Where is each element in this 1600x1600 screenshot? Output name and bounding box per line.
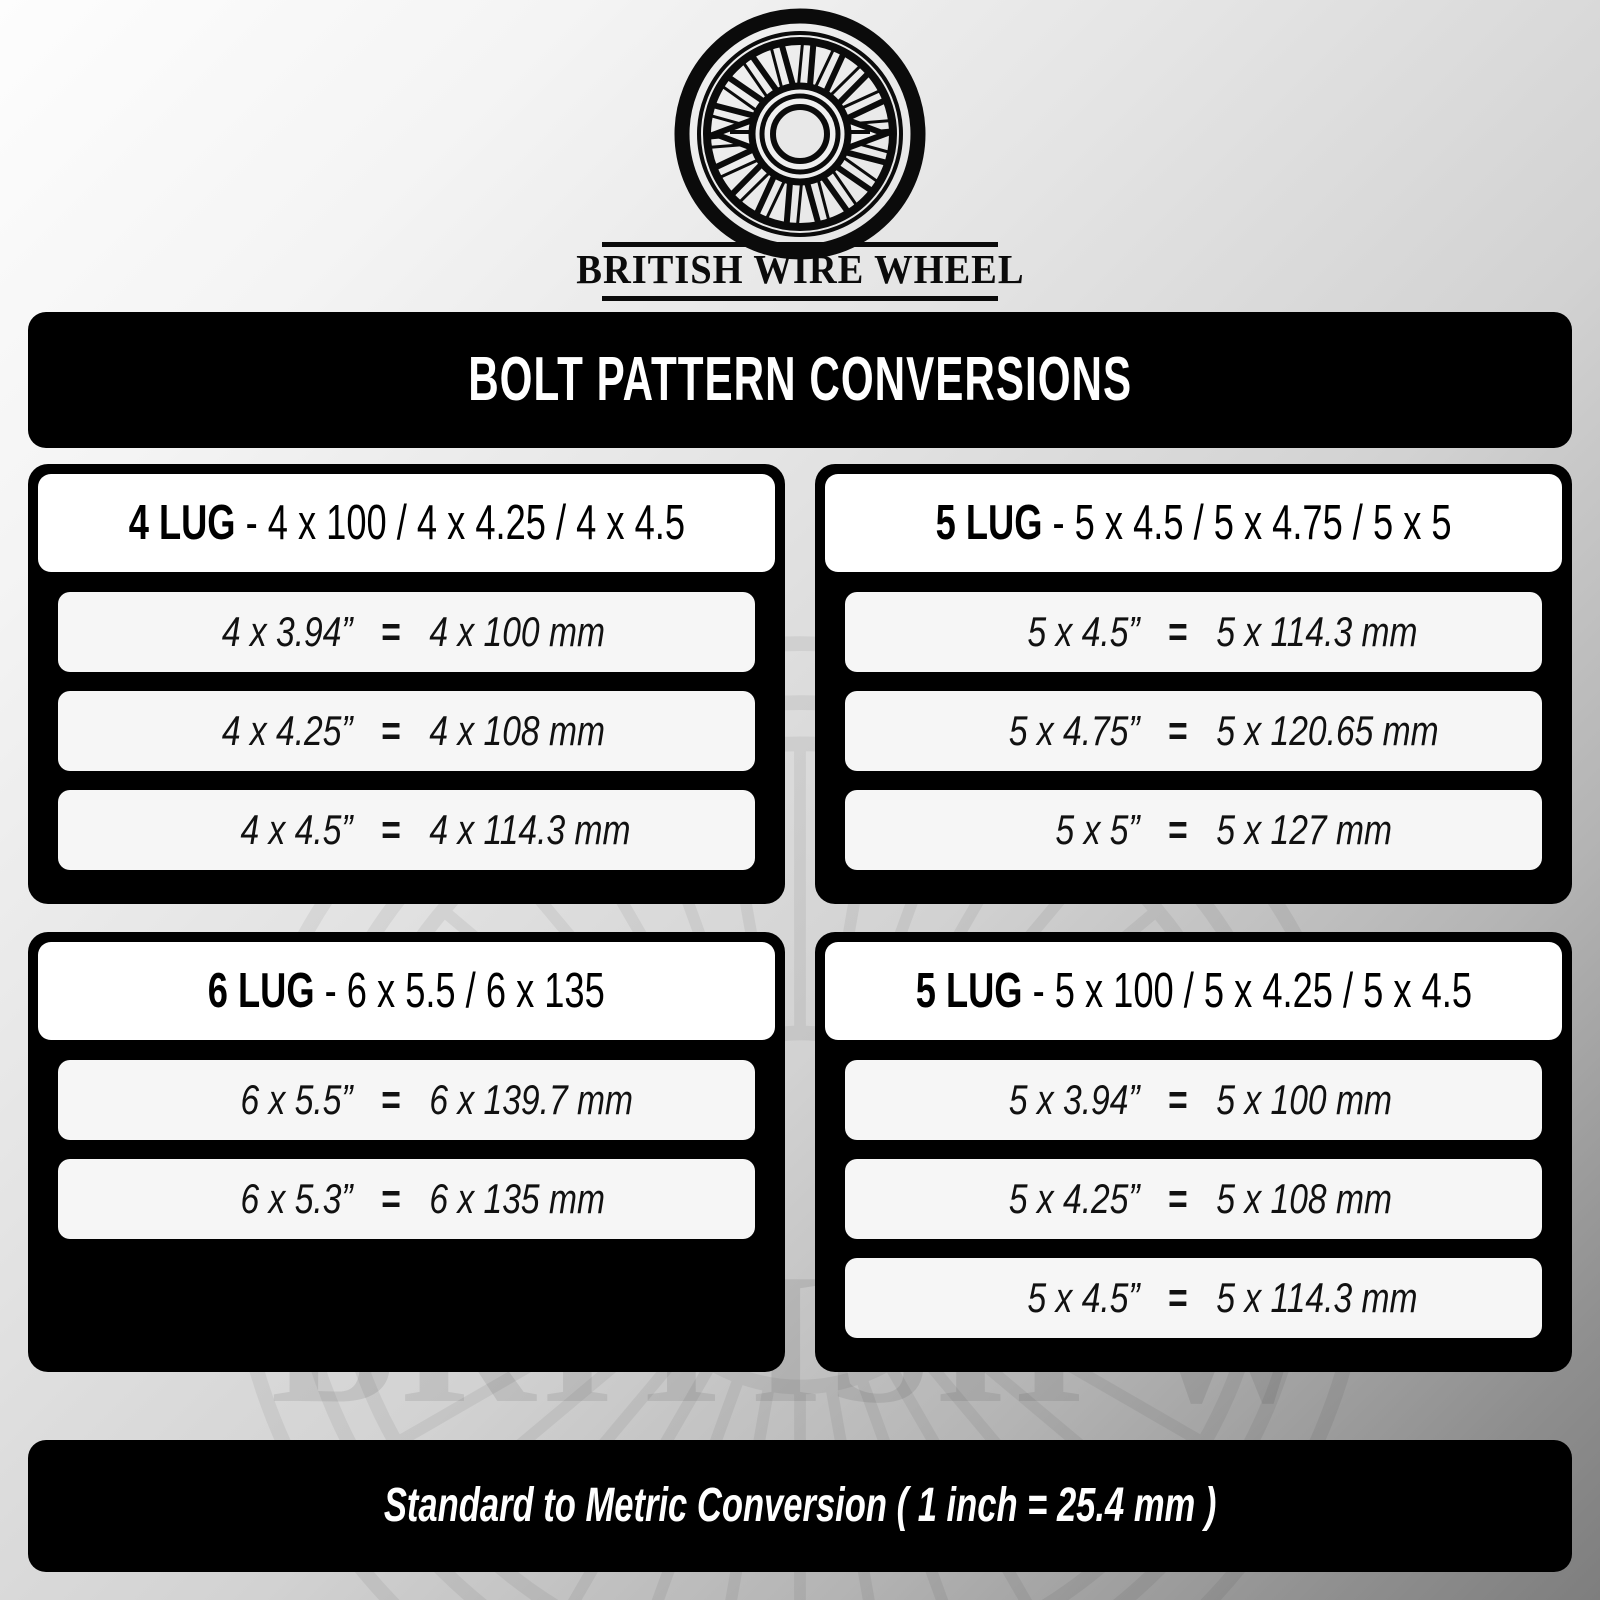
imperial-value: 5 x 4.25” <box>1008 1175 1140 1222</box>
equals-sign: = <box>380 608 401 655</box>
footer-note: Standard to Metric Conversion ( 1 inch =… <box>383 1479 1217 1532</box>
metric-value: 4 x 114.3 mm <box>428 806 630 853</box>
table-row: 4 x 3.94” = 4 x 100 mm <box>58 592 755 672</box>
equals-sign: = <box>1167 707 1188 754</box>
equals-sign: = <box>1167 608 1188 655</box>
imperial-value: 5 x 3.94” <box>1008 1076 1140 1123</box>
panel-five-lug-imperial: 5 LUG - 5 x 4.5 / 5 x 4.75 / 5 x 5 5 x 4… <box>815 464 1572 904</box>
footer-banner: Standard to Metric Conversion ( 1 inch =… <box>28 1440 1572 1572</box>
metric-value: 4 x 100 mm <box>428 608 605 655</box>
brand-logo: BRITISH WIRE WHEEL <box>576 6 1023 302</box>
imperial-value: 4 x 3.94” <box>221 608 353 655</box>
title-banner: BOLT PATTERN CONVERSIONS <box>28 312 1572 448</box>
imperial-value: 5 x 4.75” <box>1008 707 1140 754</box>
equals-sign: = <box>380 1076 401 1123</box>
metric-value: 6 x 135 mm <box>428 1175 605 1222</box>
equals-sign: = <box>1167 806 1188 853</box>
panel-header-patterns: - 5 x 100 / 5 x 4.25 / 5 x 4.5 <box>1022 963 1472 1018</box>
imperial-value: 6 x 5.5” <box>240 1076 353 1123</box>
imperial-value: 5 x 5” <box>1055 806 1140 853</box>
logo-wordmark: BRITISH WIRE WHEEL <box>575 245 1025 292</box>
metric-value: 5 x 114.3 mm <box>1215 1274 1417 1321</box>
equals-sign: = <box>1167 1076 1188 1123</box>
panel-header-patterns: - 4 x 100 / 4 x 4.25 / 4 x 4.5 <box>235 495 685 550</box>
metric-value: 5 x 120.65 mm <box>1215 707 1439 754</box>
panel-header: 5 LUG - 5 x 4.5 / 5 x 4.75 / 5 x 5 <box>825 474 1562 572</box>
panel-header: 5 LUG - 5 x 100 / 5 x 4.25 / 5 x 4.5 <box>825 942 1562 1040</box>
table-row: 5 x 3.94” = 5 x 100 mm <box>845 1060 1542 1140</box>
metric-value: 5 x 100 mm <box>1215 1076 1392 1123</box>
panel-header-patterns: - 6 x 5.5 / 6 x 135 <box>314 963 606 1018</box>
equals-sign: = <box>380 1175 401 1222</box>
equals-sign: = <box>380 707 401 754</box>
panel-five-lug-metric: 5 LUG - 5 x 100 / 5 x 4.25 / 5 x 4.5 5 x… <box>815 932 1572 1372</box>
table-row: 4 x 4.25” = 4 x 108 mm <box>58 691 755 771</box>
imperial-value: 6 x 5.3” <box>240 1175 353 1222</box>
panel-header: 4 LUG - 4 x 100 / 4 x 4.25 / 4 x 4.5 <box>38 474 775 572</box>
conversion-panels: 4 LUG - 4 x 100 / 4 x 4.25 / 4 x 4.5 4 x… <box>28 464 1572 1372</box>
panel-header-lug: 5 LUG <box>915 963 1023 1018</box>
table-row: 5 x 5” = 5 x 127 mm <box>845 790 1542 870</box>
table-row: 5 x 4.5” = 5 x 114.3 mm <box>845 592 1542 672</box>
metric-value: 5 x 108 mm <box>1215 1175 1392 1222</box>
table-row: 6 x 5.5” = 6 x 139.7 mm <box>58 1060 755 1140</box>
equals-sign: = <box>1167 1175 1188 1222</box>
table-row: 6 x 5.3” = 6 x 135 mm <box>58 1159 755 1239</box>
panel-header-lug: 6 LUG <box>207 963 315 1018</box>
table-row: 5 x 4.75” = 5 x 120.65 mm <box>845 691 1542 771</box>
panel-rows: 6 x 5.5” = 6 x 139.7 mm 6 x 5.3” = 6 x 1… <box>38 1060 775 1362</box>
equals-sign: = <box>380 806 401 853</box>
panel-header-lug: 4 LUG <box>128 495 236 550</box>
panel-header-lug: 5 LUG <box>935 495 1043 550</box>
metric-value: 6 x 139.7 mm <box>428 1076 633 1123</box>
imperial-value: 4 x 4.25” <box>221 707 353 754</box>
panel-rows: 5 x 4.5” = 5 x 114.3 mm 5 x 4.75” = 5 x … <box>825 592 1562 894</box>
imperial-value: 5 x 4.5” <box>1027 1274 1140 1321</box>
panel-rows: 5 x 3.94” = 5 x 100 mm 5 x 4.25” = 5 x 1… <box>825 1060 1562 1362</box>
table-row: 4 x 4.5” = 4 x 114.3 mm <box>58 790 755 870</box>
equals-sign: = <box>1167 1274 1188 1321</box>
panel-header-patterns: - 5 x 4.5 / 5 x 4.75 / 5 x 5 <box>1042 495 1452 550</box>
wire-wheel-icon <box>602 8 998 301</box>
metric-value: 4 x 108 mm <box>428 707 605 754</box>
metric-value: 5 x 114.3 mm <box>1215 608 1417 655</box>
page-title: BOLT PATTERN CONVERSIONS <box>468 345 1132 414</box>
panel-header: 6 LUG - 6 x 5.5 / 6 x 135 <box>38 942 775 1040</box>
table-row: 5 x 4.5” = 5 x 114.3 mm <box>845 1258 1542 1338</box>
panel-four-lug: 4 LUG - 4 x 100 / 4 x 4.25 / 4 x 4.5 4 x… <box>28 464 785 904</box>
panel-six-lug: 6 LUG - 6 x 5.5 / 6 x 135 6 x 5.5” = 6 x… <box>28 932 785 1372</box>
metric-value: 5 x 127 mm <box>1215 806 1392 853</box>
table-row: 5 x 4.25” = 5 x 108 mm <box>845 1159 1542 1239</box>
panel-rows: 4 x 3.94” = 4 x 100 mm 4 x 4.25” = 4 x 1… <box>38 592 775 894</box>
imperial-value: 5 x 4.5” <box>1027 608 1140 655</box>
imperial-value: 4 x 4.5” <box>240 806 353 853</box>
